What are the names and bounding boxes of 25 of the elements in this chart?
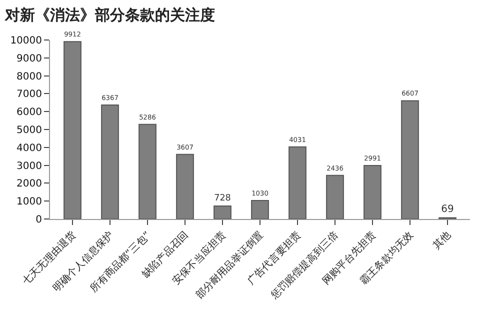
- y-tick-label: 5000: [16, 125, 42, 136]
- y-tick-label: 0: [36, 214, 42, 226]
- y-tick-label: 9000: [16, 53, 42, 64]
- y-tick-label: 4000: [16, 142, 42, 154]
- bar: [214, 205, 232, 219]
- y-tick-label: 2000: [16, 178, 42, 190]
- y-tick-label: 6000: [16, 107, 42, 118]
- bar: [401, 100, 419, 219]
- bar: [364, 164, 382, 219]
- bar: [176, 154, 194, 219]
- bar: [326, 174, 344, 219]
- y-tick-label: 3000: [16, 160, 42, 172]
- chart-title: 对新《消法》部分条款的关注度: [4, 6, 215, 24]
- bar: [288, 146, 306, 219]
- bar: [64, 41, 82, 219]
- y-tick-label: 10000: [10, 36, 42, 46]
- bar: [101, 104, 119, 219]
- bar: [251, 200, 269, 219]
- data-label: 69: [441, 204, 454, 215]
- bar: [138, 124, 156, 219]
- data-label: 728: [214, 193, 232, 204]
- y-tick-label: 1000: [16, 196, 42, 208]
- y-tick-label: 7000: [16, 89, 42, 100]
- x-tick-label: 其他: [430, 229, 454, 252]
- y-tick-label: 8000: [16, 71, 42, 82]
